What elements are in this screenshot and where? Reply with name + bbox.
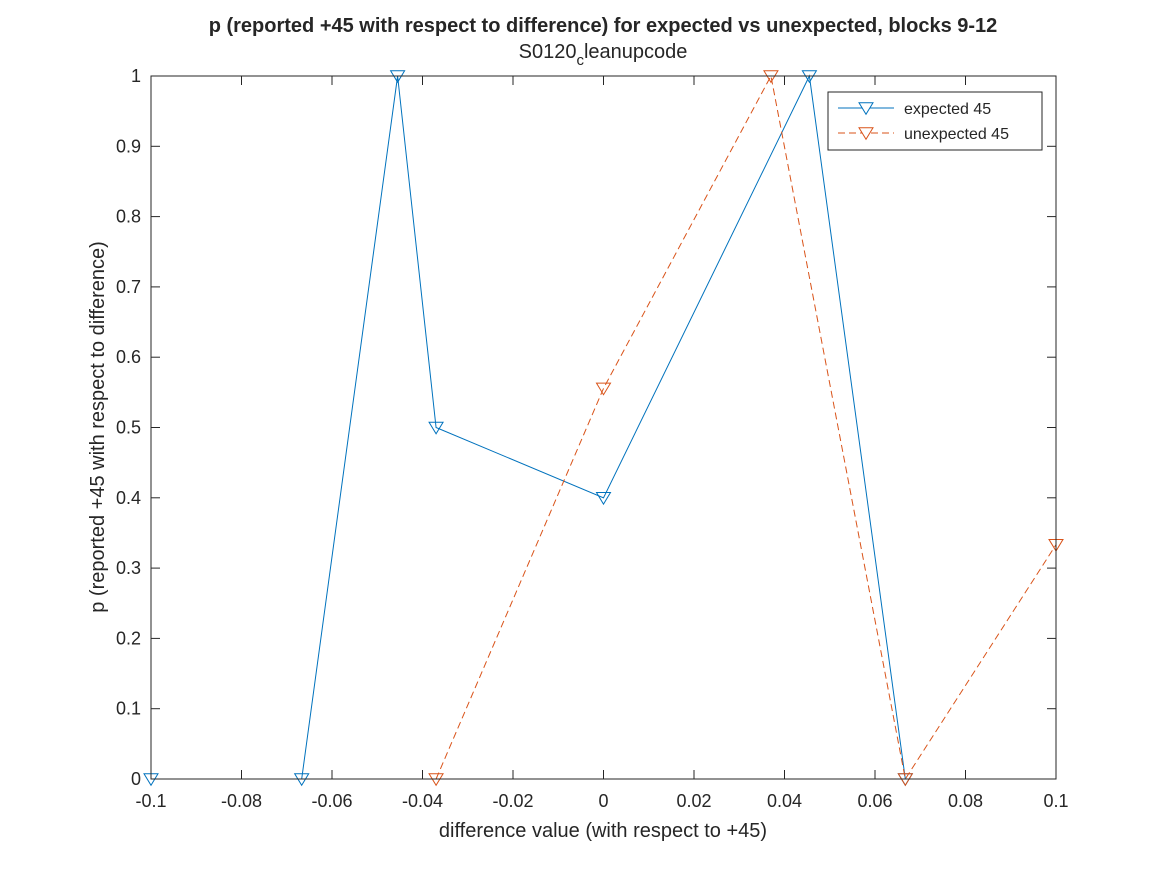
x-tick-label: 0.06 [857,791,892,811]
x-tick-label: -0.1 [135,791,166,811]
y-tick-label: 0.1 [116,699,141,719]
data-point [763,70,779,84]
subtitle-rest: leanupcode [584,41,687,63]
y-tick-label: 0.8 [116,207,141,227]
x-tick-label: 0.04 [767,791,802,811]
data-point [897,773,914,787]
y-tick-label: 0.5 [116,418,141,438]
y-tick-label: 0.2 [116,628,141,648]
legend: expected 45 unexpected 45 [827,91,1043,151]
data-point [389,70,406,84]
x-tick-label: -0.06 [311,791,352,811]
data-point [428,773,444,787]
legend-label: unexpected 45 [904,126,1009,143]
data-point [595,382,612,396]
x-tick-label: 0.1 [1043,791,1068,811]
legend-marker [858,102,874,116]
y-tick-label: 0 [131,769,141,789]
legend-marker [858,127,874,141]
x-tick-label: -0.08 [221,791,262,811]
y-tick-label: 0.4 [116,488,141,508]
x-tick-label: 0.02 [676,791,711,811]
ticks-layer: -0.1 -0.08 -0.06 -0.04 -0.02 0 0.02 0.04 0.06 0.0… [116,66,1069,811]
y-tick-label: 0.9 [116,136,141,156]
y-axis-label: p (reported +45 with respect to differen… [87,241,109,613]
chart-title: p (reported +45 with respect to differen… [209,15,998,37]
legend-label: expected 45 [904,101,991,118]
y-tick-label: 0.6 [116,347,141,367]
x-tick-label: -0.02 [492,791,533,811]
data-point [595,492,612,506]
data-point [801,70,818,84]
data-point [293,773,310,787]
data-point [428,421,444,435]
legend-entry: expected 45 [838,101,991,118]
subtitle-main: S0120 [519,41,577,63]
plot-area [151,76,1056,779]
series-line-unexpected-45 [435,74,1057,781]
legend-box [827,91,1043,151]
x-tick-label: 0.08 [948,791,983,811]
legend-entry: unexpected 45 [838,126,1009,143]
subtitle-subscript: c [576,52,584,69]
chart-subtitle: S0120cleanupcode [519,41,688,69]
x-tick-label: 0 [598,791,608,811]
y-tick-label: 0.3 [116,558,141,578]
x-axis-label: difference value (with respect to +45) [439,820,767,842]
x-tick-label: -0.04 [402,791,443,811]
y-tick-label: 0.7 [116,277,141,297]
y-tick-label: 1 [131,66,141,86]
